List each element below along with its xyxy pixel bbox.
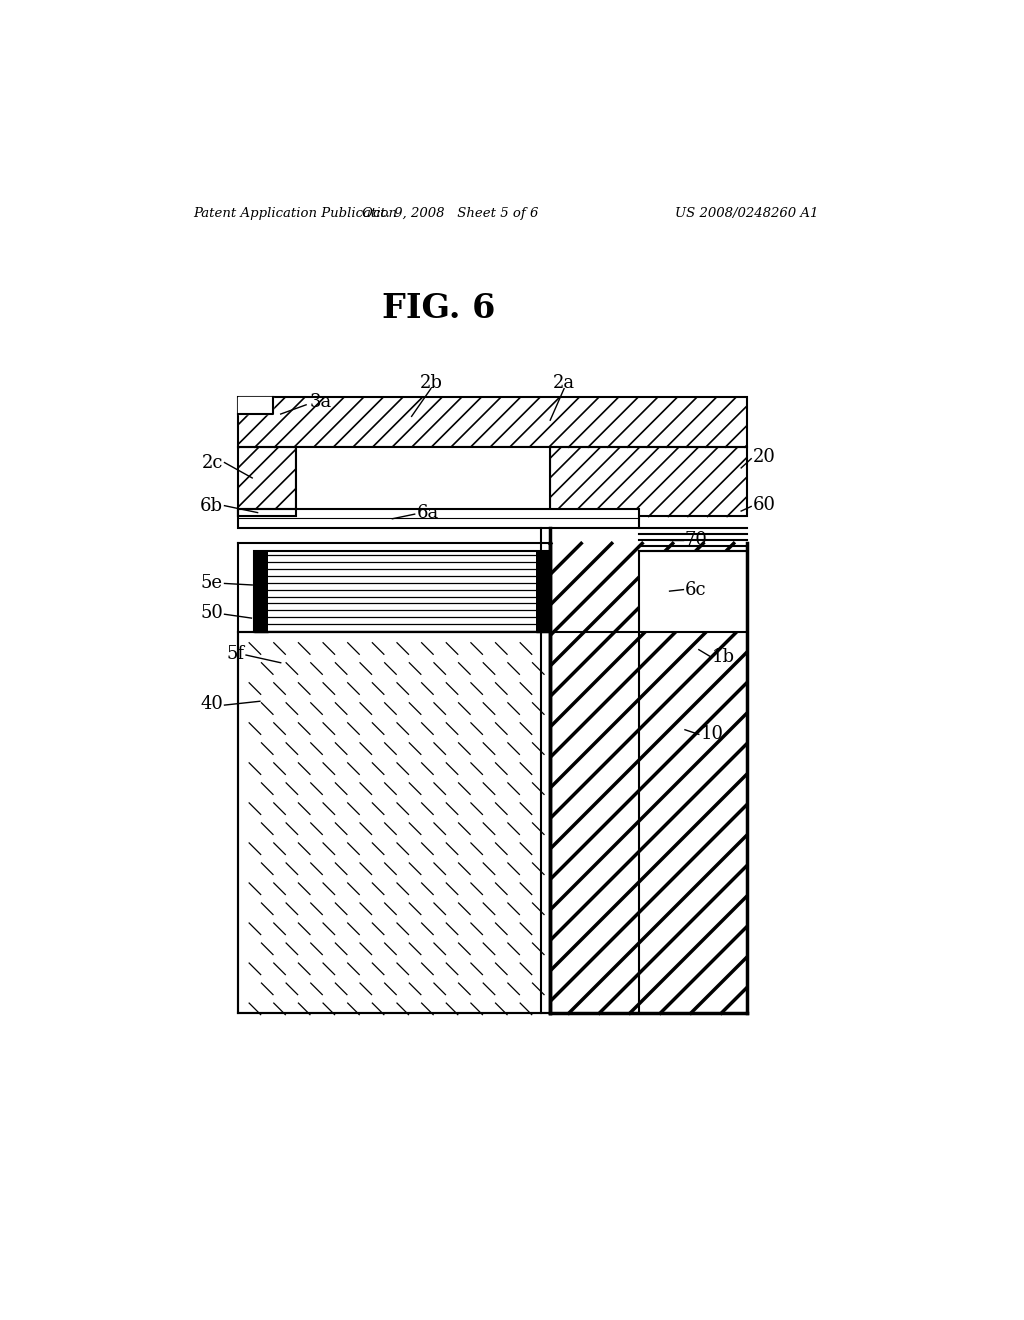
Bar	[550, 447, 746, 516]
Text: 50: 50	[200, 603, 223, 622]
Bar	[550, 544, 746, 1014]
Bar	[239, 447, 296, 516]
Text: 6a: 6a	[417, 504, 439, 521]
Text: 40: 40	[200, 694, 223, 713]
Text: 5e: 5e	[201, 574, 223, 593]
Bar	[254, 552, 550, 632]
Text: 20: 20	[753, 449, 775, 466]
Text: Patent Application Publication: Patent Application Publication	[194, 207, 397, 220]
Bar	[239, 632, 550, 1014]
Text: 2c: 2c	[202, 454, 223, 471]
Bar	[550, 447, 746, 516]
Text: 10: 10	[700, 726, 723, 743]
Text: FIG. 6: FIG. 6	[382, 292, 496, 325]
Bar	[239, 397, 746, 447]
Text: 70: 70	[685, 532, 708, 549]
Text: 2a: 2a	[553, 375, 575, 392]
Text: 6c: 6c	[685, 581, 707, 598]
Text: 3a: 3a	[309, 393, 332, 412]
Bar	[239, 508, 296, 516]
Text: 1b: 1b	[712, 648, 735, 665]
Text: 6b: 6b	[200, 496, 223, 515]
Text: US 2008/0248260 A1: US 2008/0248260 A1	[675, 207, 818, 220]
Bar	[537, 552, 550, 632]
Bar	[296, 447, 550, 516]
Bar	[239, 397, 746, 447]
Bar	[254, 552, 267, 632]
Text: 2b: 2b	[420, 375, 442, 392]
Polygon shape	[239, 397, 273, 414]
Text: 60: 60	[753, 496, 776, 513]
Text: Oct. 9, 2008   Sheet 5 of 6: Oct. 9, 2008 Sheet 5 of 6	[361, 207, 539, 220]
Bar	[239, 508, 296, 516]
Bar	[239, 632, 550, 1014]
Bar	[267, 552, 537, 632]
Bar	[639, 552, 746, 632]
Bar	[239, 508, 639, 528]
Text: 5f: 5f	[226, 644, 245, 663]
Bar	[239, 447, 296, 516]
